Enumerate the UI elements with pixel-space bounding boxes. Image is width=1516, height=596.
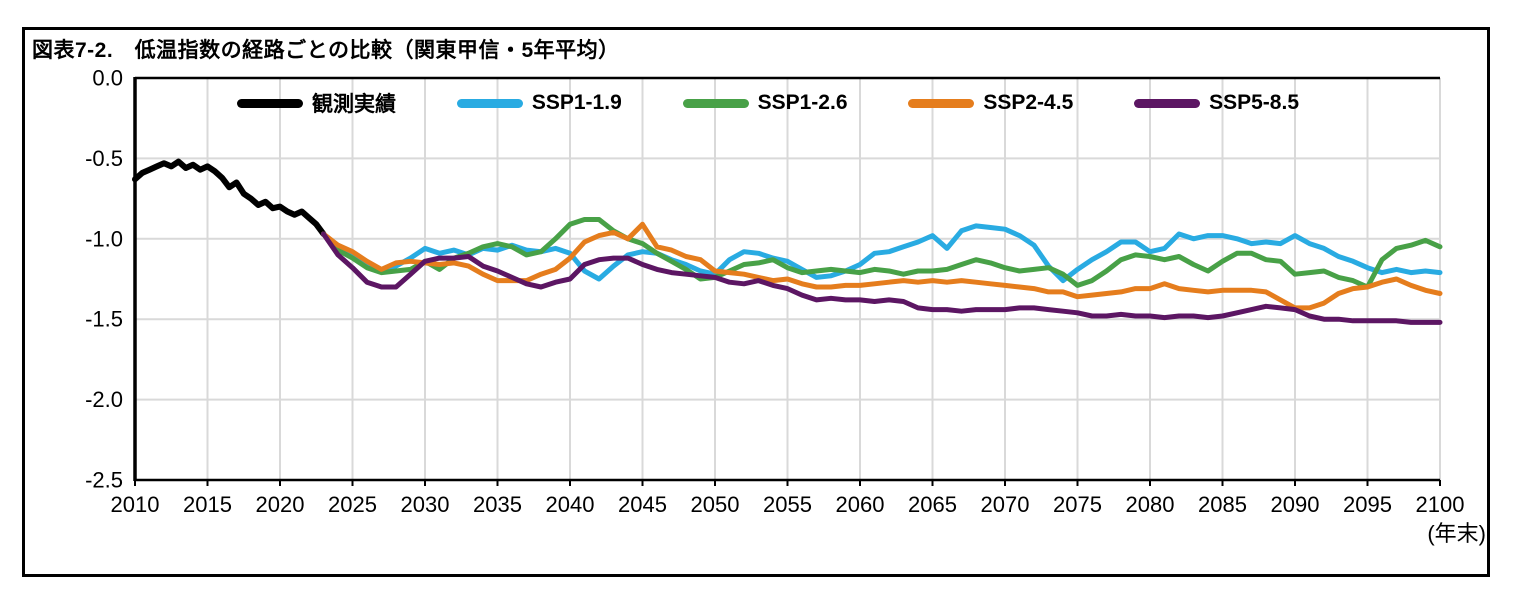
y-tick-label: -2.5 — [85, 468, 123, 493]
x-tick-label: 2080 — [1126, 492, 1175, 517]
legend-label: SSP1-2.6 — [757, 91, 848, 114]
series-line-3 — [321, 221, 1443, 311]
legend-swatch — [682, 98, 749, 108]
figure-border — [22, 27, 1490, 577]
legend-item-観測実績: 観測実績 — [237, 88, 396, 118]
x-tick-label: 2010 — [111, 492, 160, 517]
x-tick-label: 2090 — [1271, 492, 1320, 517]
y-tick-label: 0.0 — [92, 66, 123, 91]
x-tick-label: 2015 — [183, 492, 232, 517]
chart-title: 図表7-2. 低温指数の経路ごとの比較（関東甲信・5年平均） — [32, 39, 620, 62]
x-tick-label: 2025 — [328, 492, 377, 517]
legend-label: SSP2-4.5 — [983, 91, 1074, 114]
x-tick-label: 2030 — [401, 492, 450, 517]
x-tick-label: 2065 — [908, 492, 957, 517]
x-tick-label: 2060 — [836, 492, 885, 517]
x-tick-label: 2050 — [691, 492, 740, 517]
legend-item-SSP1-2.6: SSP1-2.6 — [682, 91, 848, 115]
legend-swatch — [456, 98, 523, 108]
x-tick-label: 2035 — [473, 492, 522, 517]
x-tick-label: 2075 — [1053, 492, 1102, 517]
series-line-0 — [132, 158, 327, 237]
series-line-4 — [321, 231, 1443, 325]
legend-item-SSP1-1.9: SSP1-1.9 — [456, 91, 622, 115]
legend-item-SSP2-4.5: SSP2-4.5 — [908, 91, 1073, 115]
x-tick-label: 2055 — [763, 492, 812, 517]
legend-swatch — [1134, 98, 1201, 108]
x-tick-label: 2020 — [256, 492, 305, 517]
legend-swatch — [237, 98, 303, 108]
legend-swatch — [908, 98, 975, 108]
x-tick-label: 2095 — [1343, 492, 1392, 517]
legend-label: 観測実績 — [312, 93, 396, 116]
x-tick-label: 2100 — [1416, 492, 1465, 517]
legend-label: SSP5-8.5 — [1209, 91, 1299, 114]
series-line-2 — [321, 217, 1443, 290]
x-tick-label: 2045 — [618, 492, 667, 517]
x-tick-label: 2040 — [546, 492, 595, 517]
y-tick-label: -2.0 — [85, 387, 123, 412]
legend-item-SSP5-8.5: SSP5-8.5 — [1134, 91, 1299, 115]
x-tick-label: 2085 — [1198, 492, 1247, 517]
legend-label: SSP1-1.9 — [531, 91, 622, 114]
y-tick-label: -1.5 — [85, 307, 123, 332]
y-tick-label: -0.5 — [85, 146, 123, 171]
chart-legend: 観測実績 SSP1-1.9 SSP1-2.6 SSP2-4.5 SSP5-8.5 — [237, 88, 1299, 118]
y-tick-label: -1.0 — [85, 226, 123, 251]
x-tick-label: 2070 — [981, 492, 1030, 517]
x-axis-unit-label: (年末) — [1427, 521, 1486, 546]
